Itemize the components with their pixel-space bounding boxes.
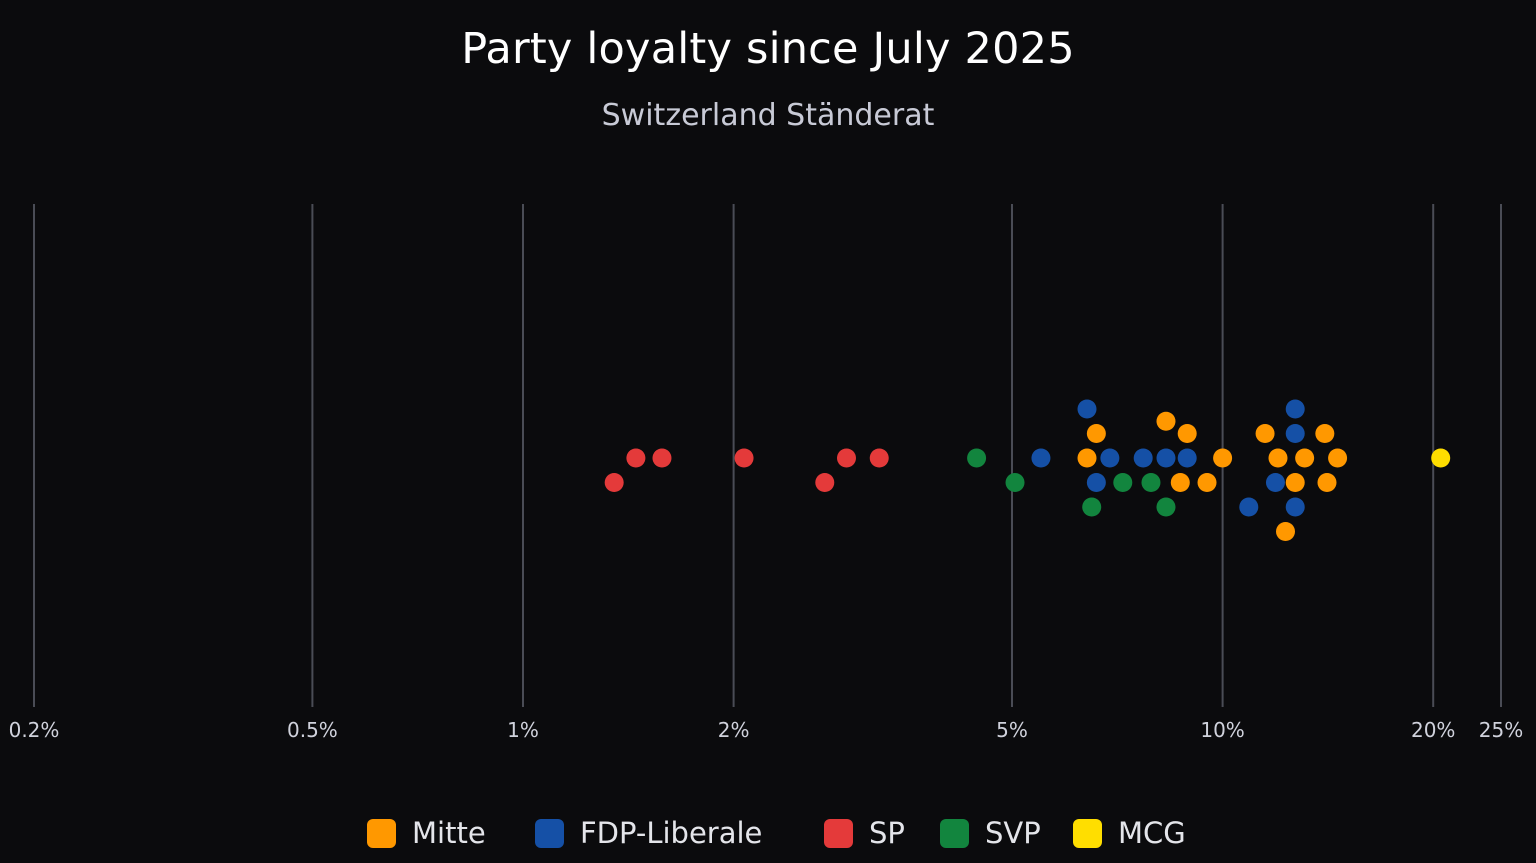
data-point-fdp-liberale[interactable]	[1077, 399, 1097, 419]
x-tick-label: 0.5%	[287, 718, 338, 742]
legend-label-svp: SVP	[985, 816, 1041, 850]
data-point-sp[interactable]	[869, 448, 889, 468]
beeswarm-plot: 0.2% 0.5% 1% 2% 5% 10% 20% 25%	[9, 204, 1523, 742]
data-point-mitte[interactable]	[1275, 522, 1295, 541]
data-point-sp[interactable]	[815, 473, 835, 492]
x-tick-label: 25%	[1479, 718, 1523, 742]
data-point-svp[interactable]	[1082, 497, 1102, 517]
data-point-svp[interactable]	[967, 448, 987, 468]
legend-item-svp[interactable]: SVP	[940, 808, 1041, 858]
data-point-mitte[interactable]	[1086, 424, 1106, 443]
data-point-svp[interactable]	[1113, 473, 1133, 492]
data-point-sp[interactable]	[734, 448, 754, 468]
legend-label-mitte: Mitte	[412, 816, 486, 850]
data-point-fdp-liberale[interactable]	[1239, 497, 1259, 517]
data-point-sp[interactable]	[626, 448, 646, 468]
data-point-svp[interactable]	[1141, 473, 1161, 492]
data-point-sp[interactable]	[836, 448, 856, 468]
legend: Mitte FDP-Liberale SP SVP MCG	[0, 808, 1536, 858]
data-point-mcg[interactable]	[1431, 448, 1451, 468]
legend-item-mcg[interactable]: MCG	[1073, 808, 1186, 858]
legend-item-fdp-liberale[interactable]: FDP-Liberale	[535, 808, 762, 858]
data-point-mitte[interactable]	[1295, 448, 1315, 468]
data-point-sp[interactable]	[652, 448, 672, 468]
data-point-svp[interactable]	[1156, 497, 1176, 517]
data-point-mitte[interactable]	[1213, 448, 1233, 468]
data-point-svp[interactable]	[1005, 473, 1025, 492]
data-point-fdp-liberale[interactable]	[1086, 473, 1106, 492]
data-point-fdp-liberale[interactable]	[1100, 448, 1120, 468]
data-point-mitte[interactable]	[1177, 424, 1197, 443]
data-point-mitte[interactable]	[1315, 424, 1335, 443]
legend-swatch-mitte	[367, 818, 396, 848]
chart-subtitle: Switzerland Ständerat	[601, 98, 935, 133]
data-point-mitte[interactable]	[1255, 424, 1275, 443]
data-point-fdp-liberale[interactable]	[1133, 448, 1153, 468]
legend-swatch-sp	[824, 818, 853, 848]
data-point-sp[interactable]	[604, 473, 624, 492]
data-point-mitte[interactable]	[1328, 448, 1348, 468]
data-point-fdp-liberale[interactable]	[1156, 448, 1176, 468]
data-point-mitte[interactable]	[1268, 448, 1288, 468]
x-tick-label: 5%	[996, 718, 1028, 742]
legend-swatch-svp	[940, 818, 969, 848]
data-point-fdp-liberale[interactable]	[1285, 399, 1305, 419]
legend-label-fdp-liberale: FDP-Liberale	[580, 816, 763, 850]
data-point-fdp-liberale[interactable]	[1177, 448, 1197, 468]
data-point-mitte[interactable]	[1077, 448, 1097, 468]
data-point-mitte[interactable]	[1285, 473, 1305, 492]
data-point-fdp-liberale[interactable]	[1031, 448, 1051, 468]
legend-label-mcg: MCG	[1118, 816, 1186, 850]
x-tick-label: 20%	[1411, 718, 1455, 742]
legend-item-mitte[interactable]: Mitte	[367, 808, 486, 858]
legend-item-sp[interactable]: SP	[824, 808, 905, 858]
x-tick-label: 2%	[718, 718, 750, 742]
x-tick-label: 10%	[1200, 718, 1244, 742]
data-point-fdp-liberale[interactable]	[1285, 424, 1305, 443]
chart-title: Party loyalty since July 2025	[461, 24, 1075, 74]
data-point-mitte[interactable]	[1170, 473, 1190, 492]
data-point-mitte[interactable]	[1156, 411, 1176, 431]
legend-swatch-fdp-liberale	[535, 818, 564, 848]
data-point-mitte[interactable]	[1197, 473, 1217, 492]
x-tick-label: 0.2%	[9, 718, 60, 742]
legend-label-sp: SP	[869, 816, 905, 850]
x-tick-label: 1%	[507, 718, 539, 742]
data-point-fdp-liberale[interactable]	[1265, 473, 1285, 492]
legend-swatch-mcg	[1073, 818, 1102, 848]
data-point-fdp-liberale[interactable]	[1285, 497, 1305, 517]
data-point-mitte[interactable]	[1317, 473, 1337, 492]
